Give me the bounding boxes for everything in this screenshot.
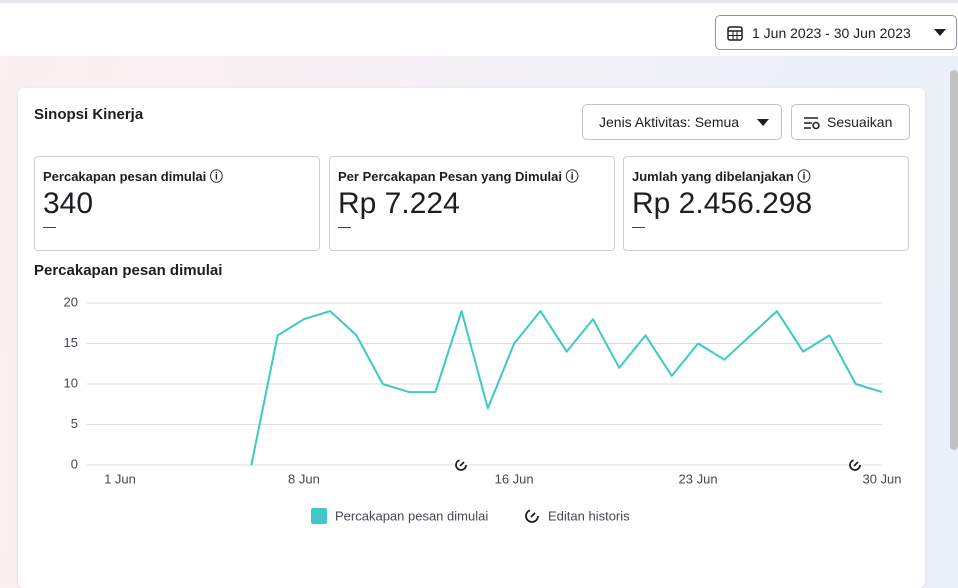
y-tick-label: 20 [64,294,78,309]
y-tick-label: 0 [71,456,78,471]
y-tick-label: 10 [64,375,78,390]
metric-card: Percakapan pesan dimulai ⓘ 340 — [34,156,320,251]
performance-panel: Sinopsi Kinerja Jenis Aktivitas: Semua S… [18,88,925,588]
metric-label-text: Jumlah yang dibelanjakan [632,169,794,184]
info-icon: ⓘ [209,169,223,184]
metric-value: 340 [43,187,94,220]
icon-needle [530,512,536,518]
legend-swatch [311,508,327,524]
edit-marker[interactable] [455,459,467,471]
metric-label: Percakapan pesan dimulai ⓘ [43,166,311,185]
date-range: 1 Jun 2023 - 30 Jun 2023 [752,24,911,41]
filter-label: Jenis Aktivitas: Semua [599,114,740,130]
calendar-icon [727,26,743,41]
metric-card: Per Percakapan Pesan yang Dimulai ⓘ Rp 7… [329,156,615,251]
metric-card: Jumlah yang dibelanjakan ⓘ Rp 2.456.298 … [623,156,909,251]
metric-change: — [43,219,56,234]
legend: Percakapan pesan dimulai Editan historis [311,508,630,524]
metric-change: — [632,219,645,234]
y-tick-label: 15 [64,335,78,350]
metric-label: Jumlah yang dibelanjakan ⓘ [632,166,900,185]
info-icon: ⓘ [565,169,579,184]
x-tick-label: 30 Jun [862,471,901,486]
x-tick-label: 1 Jun [104,471,136,486]
activity-filter[interactable]: Jenis Aktivitas: Semua [582,104,782,140]
edit-marker[interactable] [849,459,861,471]
dropdown-arrow [934,29,946,36]
customize-label: Sesuaikan [827,114,893,130]
chart: 30 Jun 23 Jun 16 Jun 8 Jun 1 Jun 20 15 10 5 0 Per… [64,294,902,524]
metric-value: Rp 2.456.298 [632,187,813,220]
legend-label: Percakapan pesan dimulai [335,508,488,523]
y-tick-label: 5 [71,416,78,431]
metric-label: Per Percakapan Pesan yang Dimulai ⓘ [338,166,606,185]
x-tick-label: 8 Jun [288,471,320,486]
info-icon: ⓘ [797,169,811,184]
customize-button[interactable]: Sesuaikan [791,104,910,140]
data-line [250,310,883,466]
metric-label-text: Percakapan pesan dimulai [43,169,207,184]
date-picker[interactable]: 1 Jun 2023 - 30 Jun 2023 [715,15,957,50]
dropdown-arrow [757,119,769,126]
panel-title: Sinopsi Kinerja [34,106,144,123]
scrollbar[interactable] [950,70,958,450]
metric-value: Rp 7.224 [338,187,460,220]
top-bar: 1 Jun 2023 - 30 Jun 2023 [0,0,958,56]
legend-edit-icon [525,509,539,523]
x-tick-label: 23 Jun [679,471,718,486]
settings-icon [804,117,820,130]
legend-label: Editan historis [548,508,630,523]
metric-label-text: Per Percakapan Pesan yang Dimulai [338,169,562,184]
chart-title: Percakapan pesan dimulai [34,262,223,279]
metric-change: — [338,219,351,234]
x-tick-label: 16 Jun [495,471,534,486]
